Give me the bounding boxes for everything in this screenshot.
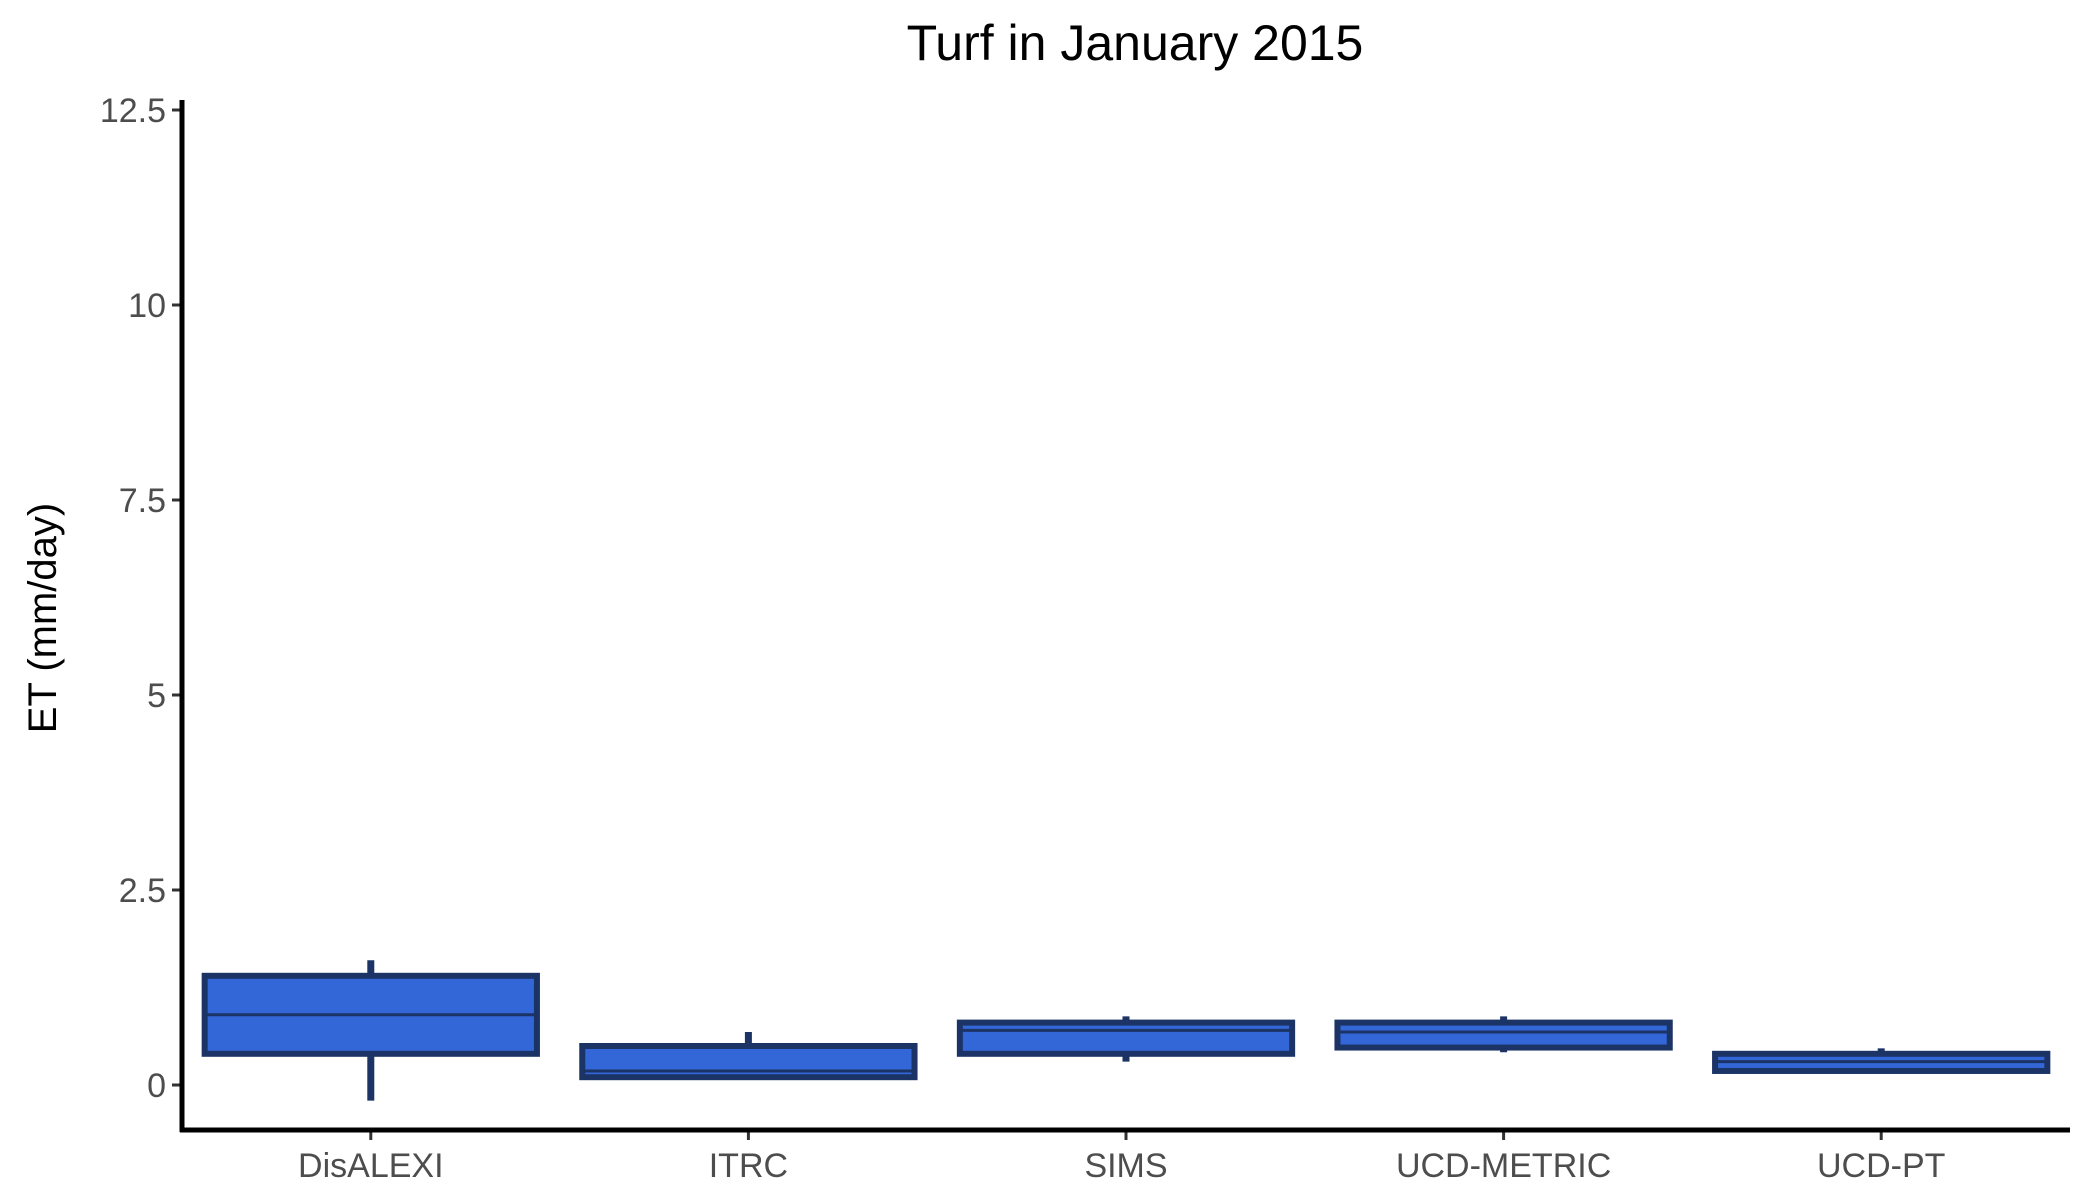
y-tick-label: 2.5: [119, 872, 166, 910]
y-axis-ticks: 0 2.5 5 7.5 10 12.5: [100, 92, 182, 1105]
y-tick-label: 12.5: [100, 92, 166, 130]
x-axis-ticks: DisALEXI ITRC SIMS UCD-METRIC UCD-PT: [298, 1130, 1945, 1185]
box-disalexi: [201, 960, 540, 1101]
y-tick-label: 0: [147, 1067, 166, 1105]
chart-title: Turf in January 2015: [907, 15, 1364, 71]
box-itrc: [579, 1031, 918, 1081]
box-body: [956, 1019, 1296, 1057]
box-sims: [956, 1016, 1296, 1062]
y-tick-label: 7.5: [119, 482, 166, 520]
x-tick-label-ucd-pt: UCD-PT: [1817, 1147, 1945, 1185]
box-series: [201, 960, 2051, 1101]
y-tick-label: 5: [147, 677, 166, 715]
box-ucd-pt: [1712, 1048, 2051, 1074]
x-tick-label-sims: SIMS: [1084, 1147, 1167, 1185]
x-tick-label-itrc: ITRC: [709, 1147, 788, 1185]
y-axis-title: ET (mm/day): [21, 503, 65, 733]
box-body: [579, 1043, 918, 1081]
x-tick-label-disalexi: DisALEXI: [298, 1147, 444, 1185]
box-body: [1334, 1019, 1673, 1051]
box-ucd-metric: [1334, 1016, 1673, 1053]
x-tick-label-ucd-metric: UCD-METRIC: [1396, 1147, 1611, 1185]
y-tick-label: 10: [128, 287, 166, 325]
